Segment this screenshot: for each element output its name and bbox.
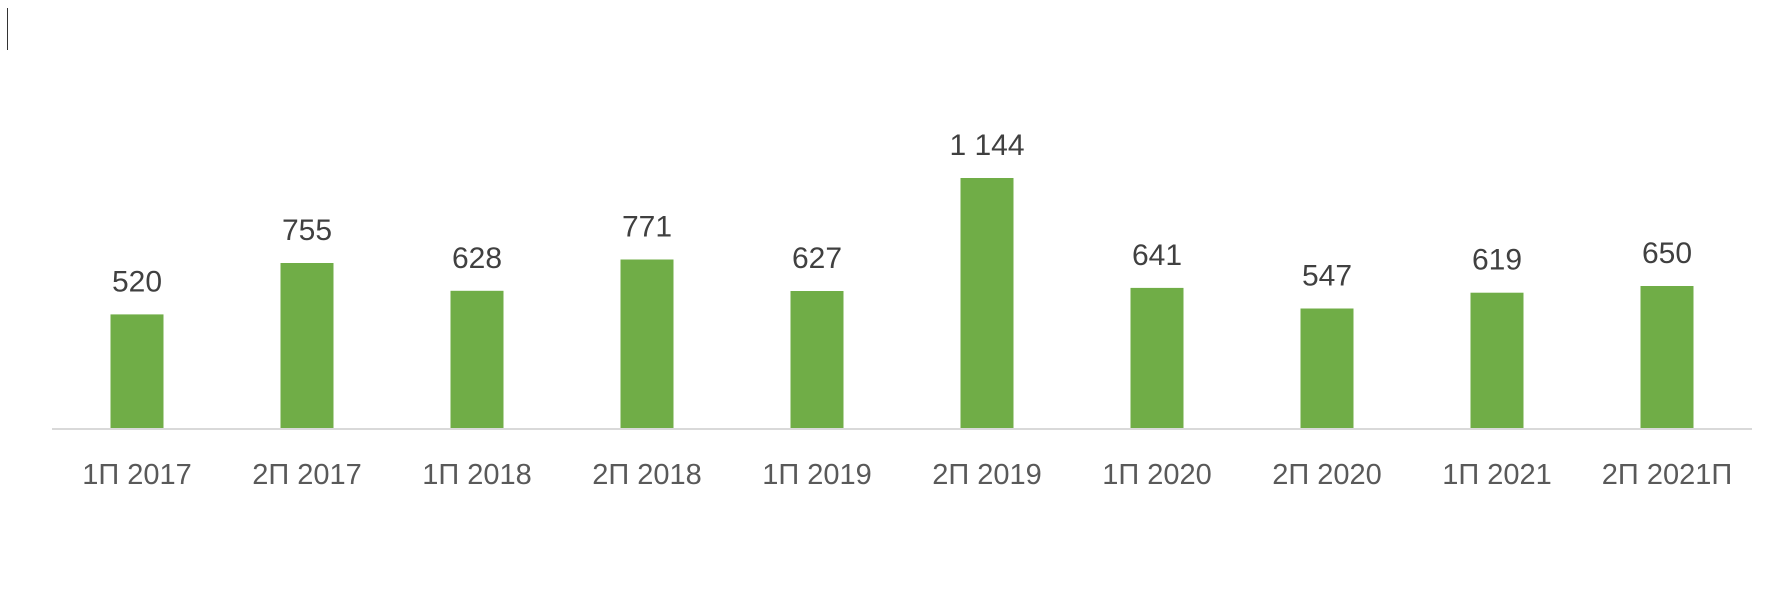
data-label-3: 628 [452,242,502,275]
bar-3 [450,290,504,428]
data-label-9: 619 [1472,244,1522,277]
bar-1 [110,314,164,428]
bar-9 [1470,292,1524,428]
x-tick-label-7: 1П 2020 [1102,459,1212,491]
data-label-4: 771 [622,211,672,244]
bar-10 [1640,286,1694,428]
x-tick-label-1: 1П 2017 [82,459,192,491]
x-tick-label-6: 2П 2019 [932,459,1042,491]
text-cursor [7,8,8,50]
x-tick-label-8: 2П 2020 [1272,459,1382,491]
data-labels-group: 520 755 628 771 627 1 144 641 547 619 650 [112,129,1692,298]
bar-6 [960,178,1014,428]
x-tick-label-4: 2П 2018 [592,459,702,491]
data-label-10: 650 [1642,237,1692,270]
bar-4 [620,259,674,428]
bar-5 [790,291,844,428]
x-tick-label-2: 2П 2017 [252,459,362,491]
bar-7 [1130,287,1184,428]
data-label-8: 547 [1302,260,1352,293]
x-tick-label-3: 1П 2018 [422,459,532,491]
x-tick-label-10: 2П 2021П [1602,459,1732,491]
x-tick-label-9: 1П 2021 [1442,459,1552,491]
bars-group [110,178,1694,428]
data-label-6: 1 144 [949,129,1024,162]
x-tick-labels-group: 1П 2017 2П 2017 1П 2018 2П 2018 1П 2019 2П 20… [82,459,1732,491]
x-tick-label-5: 1П 2019 [762,459,872,491]
bar-8 [1300,308,1354,428]
bar-2 [280,263,334,428]
data-label-7: 641 [1132,239,1182,272]
data-label-5: 627 [792,242,842,275]
data-label-1: 520 [112,265,162,298]
data-label-2: 755 [282,214,332,247]
